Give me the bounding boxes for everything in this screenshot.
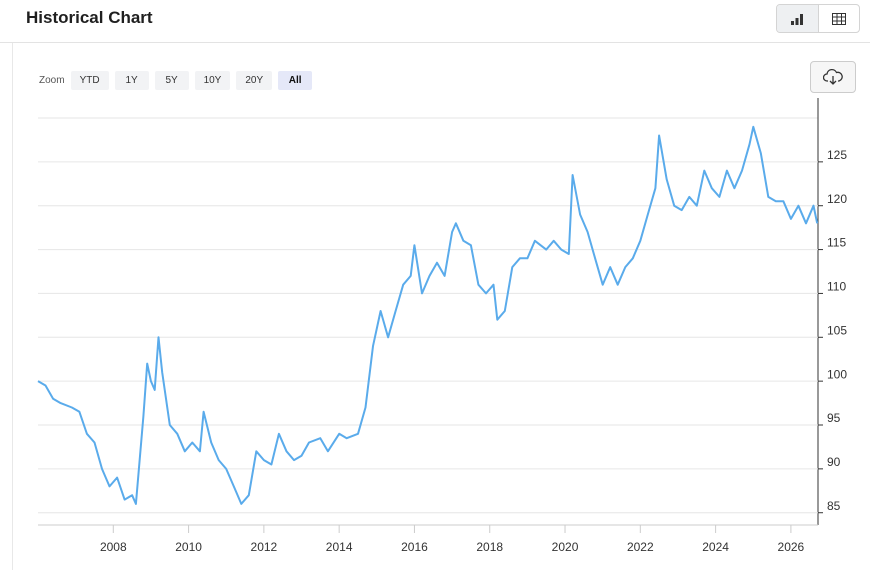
download-button[interactable] (810, 61, 856, 93)
zoom-button[interactable]: 1Y (114, 71, 149, 90)
y-tick-label: 85 (827, 499, 841, 513)
zoom-button[interactable]: All (278, 71, 313, 90)
y-tick-label: 105 (827, 323, 847, 337)
x-tick-label: 2016 (401, 540, 428, 554)
y-tick-label: 95 (827, 411, 841, 425)
y-tick-label: 120 (827, 192, 847, 206)
zoom-button[interactable]: 10Y (194, 71, 231, 90)
x-tick-label: 2024 (702, 540, 729, 554)
x-tick-label: 2008 (100, 540, 127, 554)
zoom-button[interactable]: 5Y (154, 71, 189, 90)
x-tick-label: 2010 (175, 540, 202, 554)
zoom-bar: Zoom YTD 1Y 5Y 10Y 20Y All (39, 71, 313, 90)
header: Historical Chart (0, 0, 870, 43)
y-tick-label: 125 (827, 148, 847, 162)
page-title: Historical Chart (26, 8, 153, 27)
x-tick-label: 2020 (552, 540, 579, 554)
table-icon (831, 12, 846, 25)
y-tick-label: 100 (827, 367, 847, 381)
x-tick-label: 2022 (627, 540, 654, 554)
view-switch[interactable] (776, 4, 860, 33)
table-view-button[interactable] (819, 5, 860, 32)
zoom-button[interactable]: 20Y (236, 71, 273, 90)
zoom-label: Zoom (39, 75, 65, 86)
chart-card (12, 43, 870, 570)
x-tick-label: 2018 (476, 540, 503, 554)
zoom-button[interactable]: YTD (70, 71, 109, 90)
y-tick-label: 90 (827, 455, 841, 469)
y-tick-label: 110 (827, 280, 846, 294)
chart-view-button[interactable] (777, 5, 819, 32)
x-tick-label: 2026 (778, 540, 805, 554)
x-tick-label: 2012 (251, 540, 278, 554)
bar-icon (791, 13, 804, 25)
y-tick-label: 115 (827, 236, 846, 250)
download-icon (823, 68, 843, 85)
price-line (37, 125, 819, 505)
x-tick-label: 2014 (326, 540, 353, 554)
